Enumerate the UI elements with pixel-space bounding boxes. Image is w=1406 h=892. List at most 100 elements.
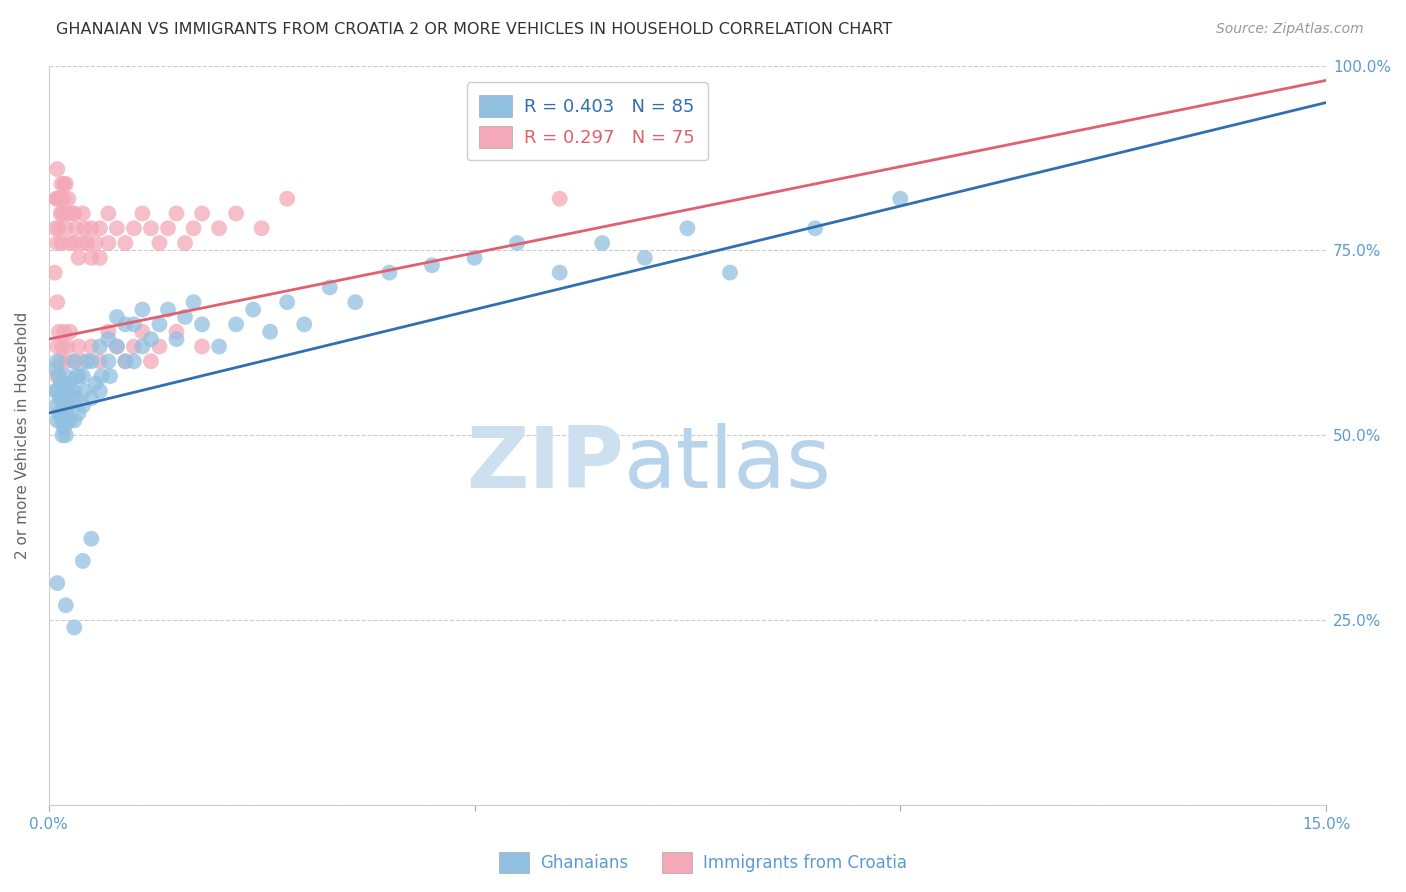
Point [122, 318, 145, 332]
Point [55, 354, 77, 368]
Point [114, 235, 136, 250]
Point [48, 325, 70, 339]
Point [591, 235, 613, 250]
Point [46, 354, 69, 368]
Point [67, 406, 90, 420]
Point [89, 221, 111, 235]
Point [55, 428, 77, 442]
Point [191, 339, 214, 353]
Point [45, 384, 67, 398]
Point [183, 221, 205, 235]
Point [89, 354, 111, 368]
Point [53, 376, 76, 391]
Point [51, 206, 73, 220]
Point [191, 318, 214, 332]
Point [73, 384, 96, 398]
Point [63, 235, 86, 250]
Point [174, 310, 197, 324]
Point [166, 325, 188, 339]
Point [548, 192, 571, 206]
Point [46, 339, 69, 353]
Point [634, 251, 657, 265]
Point [55, 599, 77, 613]
Point [80, 251, 103, 265]
Point [80, 339, 103, 353]
Point [52, 406, 75, 420]
Point [122, 339, 145, 353]
Point [76, 354, 98, 368]
Point [55, 399, 77, 413]
Point [259, 325, 281, 339]
Point [67, 339, 90, 353]
Point [59, 235, 82, 250]
Point [250, 221, 273, 235]
Legend: R = 0.403   N = 85, R = 0.297   N = 75: R = 0.403 N = 85, R = 0.297 N = 75 [467, 82, 707, 161]
Point [84, 376, 107, 391]
Point [63, 620, 86, 634]
Point [44, 266, 66, 280]
Point [676, 221, 699, 235]
Point [45, 399, 67, 413]
Point [46, 295, 69, 310]
Point [114, 354, 136, 368]
Point [242, 302, 264, 317]
Point [60, 392, 83, 406]
Point [156, 221, 179, 235]
Point [80, 221, 103, 235]
Point [718, 266, 741, 280]
Point [51, 235, 73, 250]
Point [63, 354, 86, 368]
Point [46, 413, 69, 427]
Point [53, 421, 76, 435]
Point [63, 206, 86, 220]
Point [122, 354, 145, 368]
Point [319, 280, 342, 294]
Point [276, 295, 298, 310]
Point [51, 384, 73, 398]
Point [139, 332, 162, 346]
Point [45, 221, 67, 235]
Point [51, 177, 73, 191]
Point [105, 310, 128, 324]
Point [105, 339, 128, 353]
Point [51, 392, 73, 406]
Point [73, 221, 96, 235]
Point [67, 251, 90, 265]
Point [72, 554, 94, 568]
Point [56, 384, 79, 398]
Point [156, 302, 179, 317]
Point [49, 192, 72, 206]
Point [166, 206, 188, 220]
Point [166, 332, 188, 346]
Point [60, 206, 83, 220]
Point [97, 354, 120, 368]
Point [97, 206, 120, 220]
Point [55, 221, 77, 235]
Point [208, 339, 231, 353]
Point [76, 235, 98, 250]
Point [46, 369, 69, 384]
Point [59, 325, 82, 339]
Point [80, 392, 103, 406]
Point [63, 384, 86, 398]
Point [59, 376, 82, 391]
Point [72, 399, 94, 413]
Point [139, 354, 162, 368]
Point [46, 162, 69, 177]
Point [46, 384, 69, 398]
Point [97, 235, 120, 250]
Point [46, 235, 69, 250]
Point [56, 413, 79, 427]
Point [889, 192, 911, 206]
Point [55, 369, 77, 384]
Point [72, 206, 94, 220]
Text: GHANAIAN VS IMMIGRANTS FROM CROATIA 2 OR MORE VEHICLES IN HOUSEHOLD CORRELATION : GHANAIAN VS IMMIGRANTS FROM CROATIA 2 OR… [56, 22, 893, 37]
Point [48, 369, 70, 384]
Point [139, 221, 162, 235]
Point [59, 413, 82, 427]
Point [53, 177, 76, 191]
Point [89, 384, 111, 398]
Point [65, 221, 87, 235]
Point [49, 354, 72, 368]
Point [80, 354, 103, 368]
